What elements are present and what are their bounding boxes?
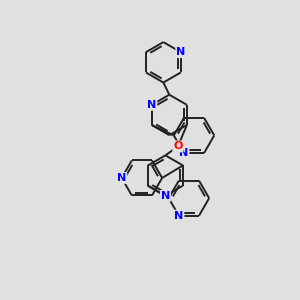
- Text: N: N: [161, 191, 170, 201]
- Text: N: N: [147, 100, 156, 110]
- Text: O: O: [173, 141, 183, 152]
- Text: N: N: [179, 148, 188, 158]
- Text: N: N: [176, 47, 185, 57]
- Text: N: N: [117, 173, 126, 183]
- Text: N: N: [174, 211, 184, 221]
